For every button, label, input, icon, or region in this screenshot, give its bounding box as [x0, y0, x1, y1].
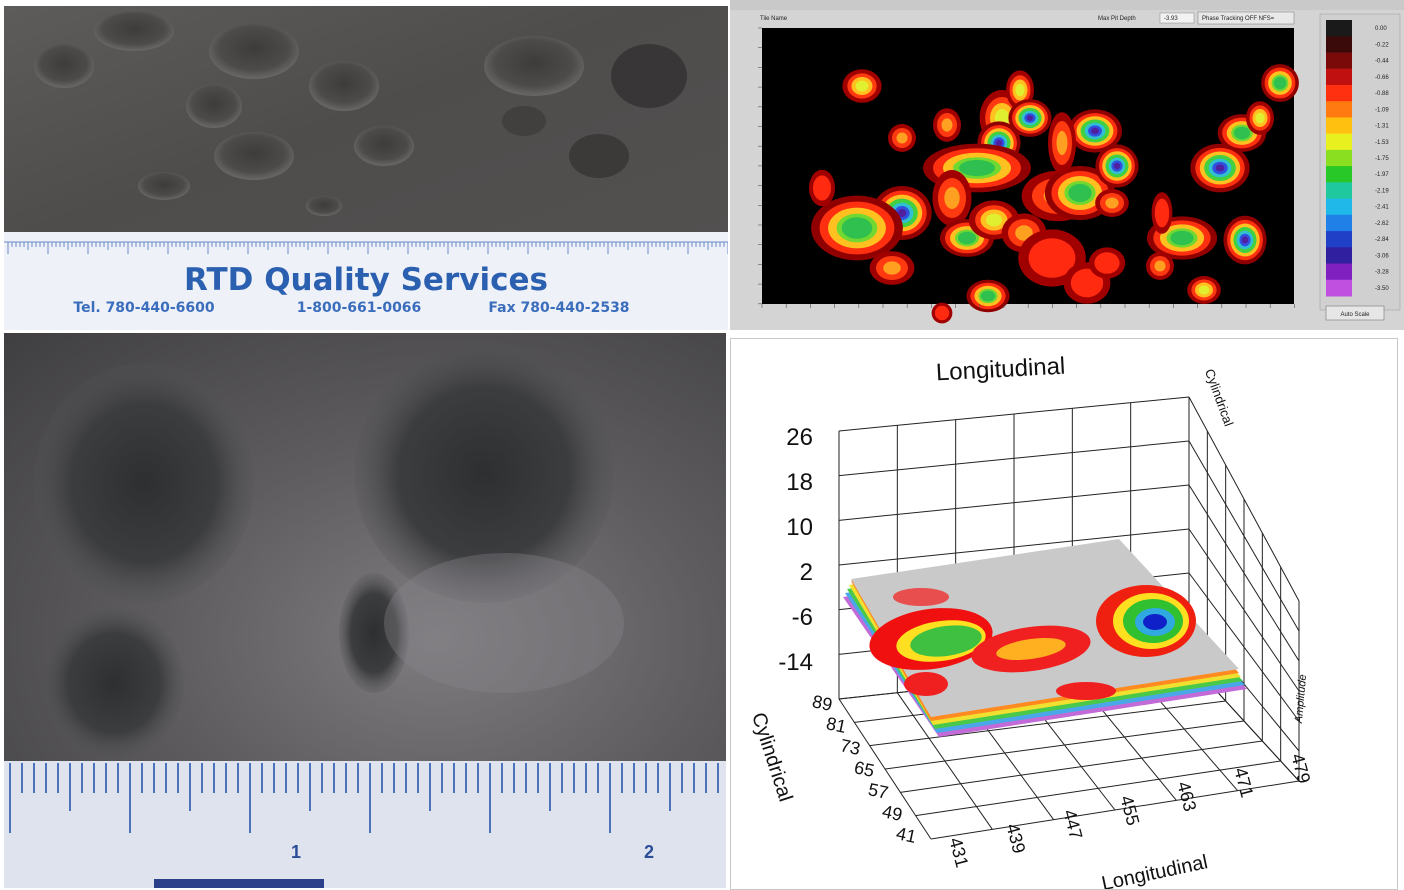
scale-value: -1.31 — [1375, 124, 1389, 130]
pit-map-window: Tile Name Max Pit Depth -3.93 Phase Trac… — [730, 0, 1404, 330]
z-tick-label: 18 — [786, 469, 813, 496]
scale-value: -2.19 — [1375, 188, 1389, 194]
auto-scale-label: Auto Scale — [1340, 312, 1370, 318]
ruler-fax: Fax 780-440-2538 — [488, 300, 629, 316]
top-right-axis-label: Cylindrical — [1202, 367, 1237, 429]
scale-value: -2.84 — [1375, 237, 1389, 243]
scale-swatch — [1326, 133, 1352, 151]
phase-mode-field[interactable] — [1197, 11, 1295, 25]
scale-swatch — [1326, 263, 1352, 281]
surface-plot-graphic: Longitudinal — [747, 353, 1314, 889]
pitting-photo-closeup: 1 2 — [4, 333, 726, 888]
longitudinal-tick-label: 447 — [1059, 807, 1086, 841]
z-tick-label: -14 — [778, 649, 813, 676]
cylindrical-tick-label: 65 — [852, 757, 876, 781]
scale-swatch — [1326, 149, 1352, 167]
cylindrical-tick-label: 41 — [894, 823, 918, 847]
longitudinal-tick-label: 455 — [1116, 793, 1143, 827]
scale-swatch — [1326, 182, 1352, 200]
z-tick-label: 2 — [800, 559, 813, 586]
longitudinal-tick-label: 463 — [1173, 779, 1200, 813]
cylindrical-tick-label: 73 — [838, 735, 862, 759]
scale-swatch — [1326, 231, 1352, 248]
phase-mode-value: Phase Tracking OFF NFS= — [1202, 16, 1275, 22]
pit-map-graphic: Tile Name Max Pit Depth -3.93 Phase Trac… — [730, 0, 1404, 324]
cylindrical-tick-label: 81 — [824, 713, 848, 737]
z-tick-label: -6 — [792, 604, 813, 631]
scale-value: -1.75 — [1375, 156, 1389, 162]
pit-map-hotspots — [809, 64, 1299, 324]
longitudinal-tick-label: 479 — [1287, 751, 1314, 785]
ruler-mark-2: 2 — [644, 842, 654, 862]
pitting-photo-top-graphic: RTD Quality Services Tel. 780-440-6600 1… — [4, 11, 728, 330]
surface-plot-window: Longitudinal — [730, 338, 1398, 890]
right-axis-label: Amplitude — [1293, 674, 1309, 725]
x-axis-label: Longitudinal — [1100, 851, 1210, 889]
scale-swatch — [1326, 279, 1352, 297]
ruler-mark-1: 1 — [291, 842, 301, 862]
scale-swatch — [1326, 68, 1352, 86]
y-axis-label: Cylindrical — [747, 710, 796, 805]
pitting-photo-top: RTD Quality Services Tel. 780-440-6600 1… — [4, 6, 728, 330]
scale-value: 0.00 — [1375, 26, 1387, 32]
ruler-tollfree: 1-800-661-0066 — [297, 300, 422, 316]
surface-title: Longitudinal — [935, 353, 1066, 387]
surface-hotspots — [869, 585, 1196, 700]
scale-swatch — [1326, 166, 1352, 183]
auto-scale-button[interactable] — [1325, 305, 1385, 321]
scale-value: -1.97 — [1375, 172, 1389, 178]
scale-value: -0.88 — [1375, 91, 1389, 97]
scale-swatch — [1326, 214, 1352, 232]
corrosion-pits — [34, 11, 687, 216]
ruler-bottom: 1 2 — [4, 761, 726, 888]
scale-swatch — [1326, 52, 1352, 70]
max-pit-depth-label: Max Pit Depth — [1098, 16, 1136, 22]
scale-value: -1.09 — [1375, 107, 1389, 113]
scale-value: -2.41 — [1375, 205, 1389, 211]
color-scale-legend: 0.00 -0.22 -0.44 -0.66 -0.88 -1.09 -1.31 -1.53 -… — [1326, 20, 1389, 297]
scale-swatch — [1326, 117, 1352, 135]
scale-swatch — [1326, 101, 1352, 118]
scale-value: -1.53 — [1375, 140, 1389, 146]
cylindrical-tick-label: 89 — [810, 691, 834, 715]
longitudinal-tick-label: 431 — [945, 835, 972, 869]
cylindrical-tick-label: 49 — [880, 801, 904, 825]
pitting-photo-closeup-graphic: 1 2 — [4, 343, 726, 888]
cylindrical-tick-label: 57 — [866, 779, 890, 803]
scale-value: -0.22 — [1375, 42, 1389, 48]
ruler-top: RTD Quality Services Tel. 780-440-6600 1… — [4, 232, 728, 330]
scale-value: -3.06 — [1375, 253, 1389, 259]
max-pit-depth-field[interactable] — [1159, 12, 1195, 24]
scale-swatch — [1326, 198, 1352, 216]
z-tick-label: 26 — [786, 424, 813, 451]
tile-name-label: Tile Name — [760, 16, 788, 22]
scale-value: -0.66 — [1375, 75, 1389, 81]
scale-swatch — [1326, 247, 1352, 265]
scale-value: -0.44 — [1375, 59, 1389, 65]
z-tick-label: 10 — [786, 514, 813, 541]
max-pit-depth-value: -3.93 — [1164, 16, 1178, 22]
longitudinal-tick-label: 439 — [1002, 821, 1029, 855]
scale-swatch — [1326, 36, 1352, 53]
scale-value: -3.50 — [1375, 286, 1389, 292]
scale-value: -3.28 — [1375, 270, 1389, 276]
scale-swatch — [1326, 84, 1352, 102]
scale-value: -2.62 — [1375, 221, 1389, 227]
closeup-pits — [34, 343, 624, 758]
longitudinal-tick-label: 471 — [1230, 765, 1257, 799]
ruler-tel: Tel. 780-440-6600 — [73, 300, 214, 316]
ruler-company-name: RTD Quality Services — [184, 262, 548, 298]
scale-swatch — [1326, 20, 1352, 37]
